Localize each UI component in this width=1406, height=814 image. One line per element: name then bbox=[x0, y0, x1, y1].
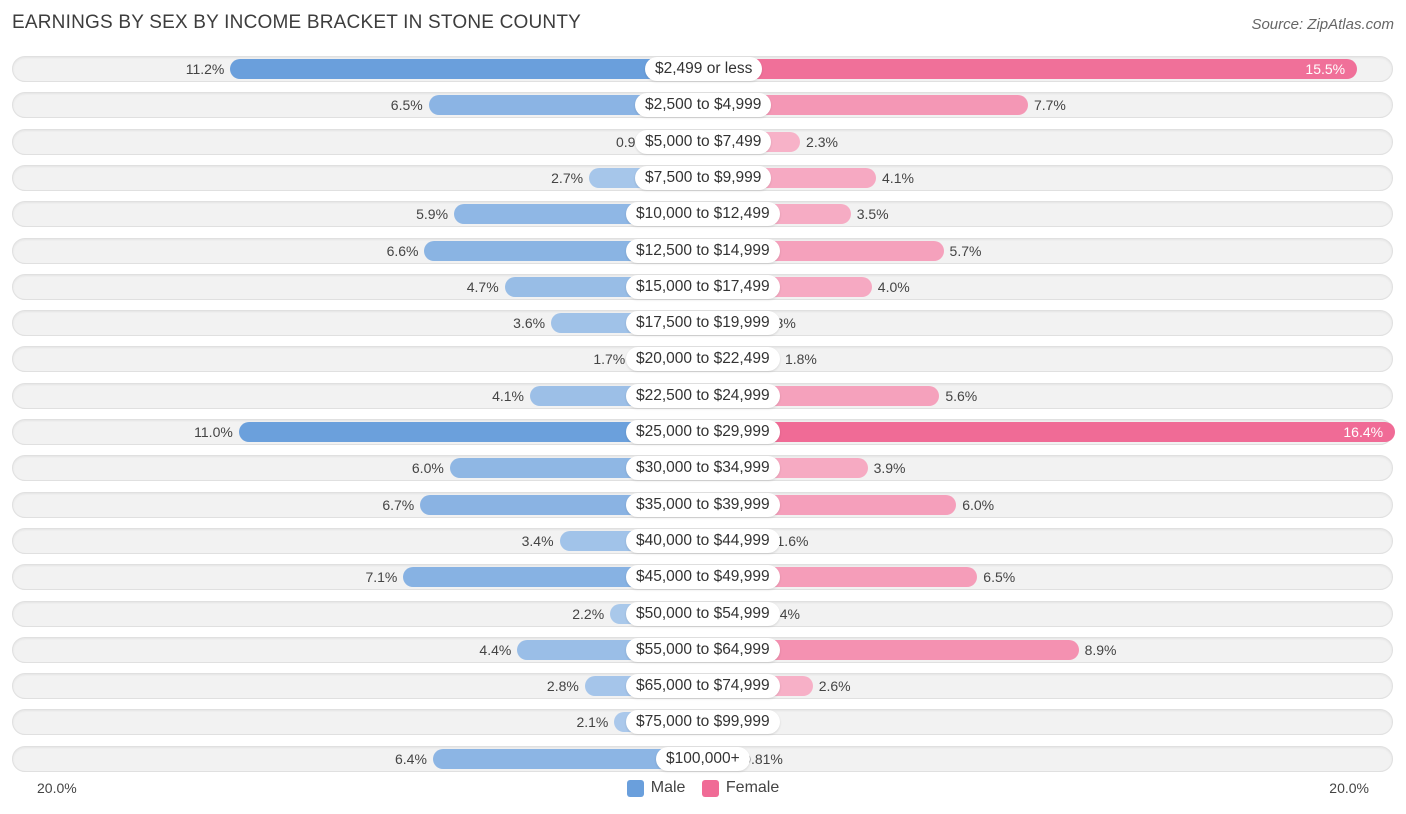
male-value-label: 2.1% bbox=[576, 714, 609, 730]
female-value-label: 4.0% bbox=[877, 279, 910, 295]
male-value-label: 4.1% bbox=[492, 388, 524, 404]
female-value-label: 0.81% bbox=[743, 751, 783, 767]
male-value-label: 2.8% bbox=[546, 678, 579, 694]
male-value-label: 6.7% bbox=[382, 497, 415, 513]
category-label: $12,500 to $14,999 bbox=[626, 239, 780, 263]
male-value-label: 7.1% bbox=[365, 569, 398, 585]
category-label: $40,000 to $44,999 bbox=[626, 529, 780, 553]
male-value-label: 6.4% bbox=[395, 751, 427, 767]
category-label: $5,000 to $7,499 bbox=[635, 130, 772, 154]
legend-swatch-female bbox=[701, 779, 719, 797]
axis-left-label: 20.0% bbox=[37, 780, 77, 796]
male-bar bbox=[432, 749, 723, 769]
legend-item-female: Female bbox=[701, 779, 780, 797]
male-value-label: 6.6% bbox=[386, 243, 419, 259]
female-value-label: 1.8% bbox=[784, 351, 817, 367]
chart-title: EARNINGS BY SEX BY INCOME BRACKET IN STO… bbox=[12, 12, 582, 33]
source-label: Source: ZipAtlas.com bbox=[1251, 16, 1394, 33]
category-label: $17,500 to $19,999 bbox=[626, 311, 780, 335]
male-value-label: 1.7% bbox=[593, 351, 626, 367]
female-value-label: 6.0% bbox=[962, 497, 995, 513]
legend-item-male: Male bbox=[626, 779, 686, 797]
category-label: $2,499 or less bbox=[645, 57, 763, 81]
male-value-label: 2.2% bbox=[572, 606, 605, 622]
female-value-label: 6.5% bbox=[983, 569, 1016, 585]
axis-right-label: 20.0% bbox=[1329, 780, 1369, 796]
category-label: $50,000 to $54,999 bbox=[626, 602, 780, 626]
category-label: $25,000 to $29,999 bbox=[626, 420, 780, 444]
male-value-label: 3.4% bbox=[521, 533, 554, 549]
legend-label-female: Female bbox=[725, 779, 780, 796]
female-bar bbox=[683, 640, 1079, 660]
female-bar bbox=[683, 59, 1358, 79]
female-value-label: 2.3% bbox=[806, 134, 838, 150]
male-value-label: 3.6% bbox=[513, 315, 546, 331]
category-label: $100,000+ bbox=[656, 747, 750, 771]
female-value-label: 5.6% bbox=[945, 388, 978, 404]
male-value-label: 4.7% bbox=[466, 279, 499, 295]
male-value-label: 11.0% bbox=[194, 424, 233, 440]
female-value-label: 7.7% bbox=[1033, 97, 1066, 113]
female-value-label: 3.9% bbox=[873, 460, 906, 476]
category-label: $20,000 to $22,499 bbox=[626, 347, 780, 371]
category-label: $10,000 to $12,499 bbox=[626, 202, 780, 226]
male-bar bbox=[238, 422, 723, 442]
category-label: $7,500 to $9,999 bbox=[635, 166, 772, 190]
category-label: $65,000 to $74,999 bbox=[626, 674, 780, 698]
male-value-label: 6.0% bbox=[411, 460, 444, 476]
female-value-label: 2.6% bbox=[818, 678, 851, 694]
male-value-label: 4.4% bbox=[479, 642, 512, 658]
category-label: $2,500 to $4,999 bbox=[635, 93, 772, 117]
legend: Male Female bbox=[0, 779, 1406, 802]
category-label: $75,000 to $99,999 bbox=[626, 710, 780, 734]
legend-swatch-male bbox=[626, 779, 644, 797]
category-label: $15,000 to $17,499 bbox=[626, 275, 780, 299]
category-label: $55,000 to $64,999 bbox=[626, 638, 780, 662]
category-label: $22,500 to $24,999 bbox=[626, 384, 780, 408]
female-value-label: 1.6% bbox=[776, 533, 809, 549]
male-value-label: 11.2% bbox=[185, 61, 225, 77]
category-label: $35,000 to $39,999 bbox=[626, 493, 780, 517]
male-value-label: 5.9% bbox=[416, 206, 449, 222]
category-label: $30,000 to $34,999 bbox=[626, 456, 780, 480]
female-value-label: 5.7% bbox=[949, 243, 982, 259]
male-value-label: 6.5% bbox=[390, 97, 423, 113]
legend-label-male: Male bbox=[650, 779, 686, 796]
category-label: $45,000 to $49,999 bbox=[626, 565, 780, 589]
female-value-label: 3.5% bbox=[856, 206, 889, 222]
male-value-label: 2.7% bbox=[551, 170, 584, 186]
female-value-label: 16.4% bbox=[1343, 424, 1384, 440]
female-value-label: 15.5% bbox=[1305, 61, 1346, 77]
male-bar bbox=[230, 59, 723, 79]
female-value-label: 4.1% bbox=[882, 170, 914, 186]
female-value-label: 8.9% bbox=[1084, 642, 1117, 658]
female-bar bbox=[683, 422, 1396, 442]
